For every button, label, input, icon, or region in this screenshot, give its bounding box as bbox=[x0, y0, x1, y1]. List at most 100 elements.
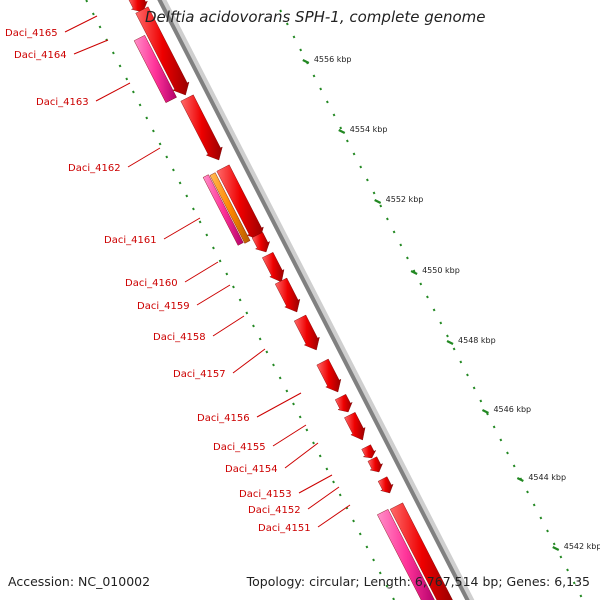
gene-label[interactable]: Daci_4160 bbox=[125, 278, 178, 289]
inner-dotted-ring bbox=[138, 103, 142, 107]
gene-leader-line bbox=[95, 82, 131, 102]
scale-tick-mark bbox=[516, 477, 524, 482]
outer-dotted-ring bbox=[432, 308, 436, 312]
gene-arrow[interactable] bbox=[344, 412, 366, 441]
scale-tick-label: 4554 kbp bbox=[350, 125, 388, 134]
outer-dotted-ring bbox=[539, 516, 543, 520]
outer-dotted-ring bbox=[312, 74, 316, 78]
gene-arrow[interactable] bbox=[133, 35, 177, 103]
scale-tick-mark bbox=[552, 546, 560, 551]
gene-leader-line bbox=[232, 348, 266, 374]
gene-label[interactable]: Daci_4161 bbox=[104, 235, 157, 246]
gene-arrow[interactable] bbox=[135, 6, 190, 96]
outer-dotted-ring bbox=[345, 139, 349, 143]
inner-dotted-ring bbox=[298, 415, 302, 419]
inner-dotted-ring bbox=[111, 51, 115, 55]
inner-dotted-ring bbox=[318, 454, 322, 458]
outer-dotted-ring bbox=[439, 321, 443, 325]
scale-tick-mark bbox=[302, 59, 310, 64]
gene-arrow[interactable] bbox=[262, 252, 285, 283]
gene-label[interactable]: Daci_4164 bbox=[14, 50, 67, 61]
gene-arrow[interactable] bbox=[180, 94, 223, 161]
inner-dotted-ring bbox=[225, 272, 229, 276]
inner-dotted-ring bbox=[85, 0, 89, 3]
gene-label[interactable]: Daci_4151 bbox=[258, 523, 311, 534]
outer-dotted-ring bbox=[372, 191, 376, 195]
gene-leader-line bbox=[307, 486, 340, 510]
outer-dotted-ring bbox=[332, 113, 336, 117]
outer-dotted-ring bbox=[365, 178, 369, 182]
outer-dotted-ring bbox=[299, 48, 303, 52]
gene-label[interactable]: Daci_4154 bbox=[225, 464, 278, 475]
inner-dotted-ring bbox=[252, 324, 255, 328]
outer-dotted-ring bbox=[325, 100, 329, 104]
inner-dotted-ring bbox=[185, 194, 189, 198]
inner-dotted-ring bbox=[292, 402, 295, 406]
scale-tick-label: 4548 kbp bbox=[458, 336, 496, 345]
outer-dotted-ring bbox=[426, 295, 429, 299]
gene-arrow[interactable] bbox=[202, 174, 244, 246]
gene-label[interactable]: Daci_4162 bbox=[68, 163, 121, 174]
outer-dotted-ring bbox=[292, 35, 296, 39]
inner-dotted-ring bbox=[192, 207, 195, 211]
gene-label[interactable]: Daci_4158 bbox=[153, 332, 206, 343]
inner-dotted-ring bbox=[265, 350, 269, 354]
gene-label[interactable]: Daci_4157 bbox=[173, 369, 226, 380]
gene-arrow[interactable] bbox=[361, 444, 377, 459]
gene-arrow[interactable] bbox=[367, 456, 383, 473]
outer-dotted-ring bbox=[459, 360, 463, 364]
outer-dotted-ring bbox=[472, 386, 476, 390]
inner-dotted-ring bbox=[165, 155, 169, 159]
outer-dotted-ring bbox=[579, 594, 583, 598]
inner-dotted-ring bbox=[378, 571, 382, 575]
outer-dotted-ring bbox=[566, 568, 569, 572]
gene-label[interactable]: Daci_4153 bbox=[239, 489, 292, 500]
inner-dotted-ring bbox=[245, 311, 249, 315]
outer-dotted-ring bbox=[499, 438, 503, 442]
inner-dotted-ring bbox=[372, 558, 375, 562]
gene-label[interactable]: Daci_4159 bbox=[137, 301, 190, 312]
gene-label[interactable]: Daci_4155 bbox=[213, 442, 266, 453]
gene-arrow[interactable] bbox=[128, 0, 148, 13]
inner-dotted-ring bbox=[272, 363, 275, 367]
gene-label[interactable]: Daci_4165 bbox=[5, 28, 58, 39]
gene-arrow[interactable] bbox=[377, 509, 435, 600]
outer-dotted-ring bbox=[552, 542, 556, 546]
gene-arrow[interactable] bbox=[209, 172, 251, 244]
gene-leader-line bbox=[212, 315, 245, 337]
inner-dotted-ring bbox=[145, 116, 149, 120]
outer-dotted-ring bbox=[492, 425, 496, 429]
gene-arrow[interactable] bbox=[389, 502, 453, 600]
gene-arrow[interactable] bbox=[293, 314, 320, 351]
gene-arrow[interactable] bbox=[316, 358, 342, 393]
accession-text: Accession: NC_010002 bbox=[8, 574, 151, 589]
outer-dotted-ring bbox=[279, 9, 283, 13]
gene-leader-line bbox=[298, 474, 333, 494]
inner-dotted-ring bbox=[325, 467, 329, 471]
scale-tick-label: 4544 kbp bbox=[528, 473, 566, 482]
gene-label[interactable]: Daci_4163 bbox=[36, 97, 89, 108]
inner-dotted-ring bbox=[158, 142, 162, 146]
outer-dotted-ring bbox=[446, 334, 449, 338]
inner-dotted-ring bbox=[232, 285, 235, 289]
outer-dotted-ring bbox=[512, 464, 516, 468]
gene-arrow[interactable] bbox=[334, 394, 353, 413]
outer-dotted-ring bbox=[359, 165, 363, 169]
gene-label[interactable]: Daci_4152 bbox=[248, 505, 301, 516]
inner-dotted-ring bbox=[258, 337, 262, 341]
inner-dotted-ring bbox=[205, 233, 209, 237]
gene-label[interactable]: Daci_4156 bbox=[197, 413, 250, 424]
gene-arrow[interactable] bbox=[251, 232, 271, 253]
gene-leader-line bbox=[64, 15, 98, 33]
topology-text: Topology: circular; Length: 6,767,514 bp… bbox=[246, 574, 590, 589]
inner-dotted-ring bbox=[172, 168, 175, 172]
inner-dotted-ring bbox=[218, 259, 222, 263]
gene-arrow[interactable] bbox=[274, 277, 301, 313]
inner-dotted-ring bbox=[352, 519, 355, 523]
gene-arrow[interactable] bbox=[377, 476, 394, 494]
inner-dotted-ring bbox=[238, 298, 242, 302]
inner-dotted-ring bbox=[285, 389, 289, 393]
outer-dotted-ring bbox=[419, 282, 423, 286]
gene-leader-line bbox=[256, 392, 302, 418]
